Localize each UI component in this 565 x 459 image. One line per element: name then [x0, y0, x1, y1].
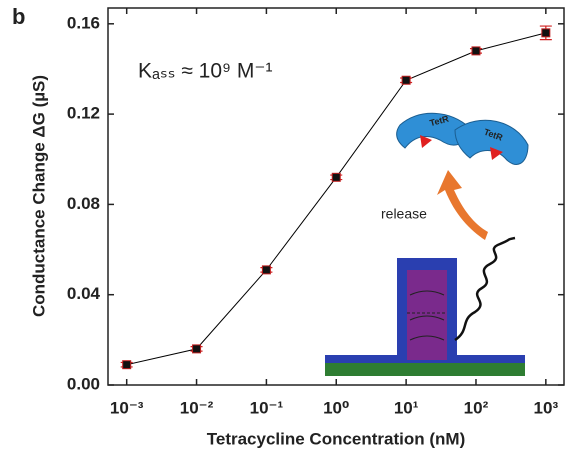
x-axis-label: Tetracycline Concentration (nM) — [207, 429, 466, 448]
y-tick-label: 0.08 — [67, 194, 100, 213]
marker — [331, 172, 341, 182]
release-arrow — [437, 170, 488, 240]
x-tick-label: 10² — [464, 398, 489, 417]
annotation: Kₐₛₛ ≈ 10⁹ M⁻¹ — [138, 60, 272, 83]
y-tick-label: 0.00 — [67, 374, 100, 393]
x-tick-label: 10³ — [534, 398, 559, 417]
x-tick-label: 10⁰ — [323, 398, 349, 417]
marker — [471, 46, 481, 56]
illustration — [325, 112, 529, 376]
inset-label: TetR — [429, 113, 451, 128]
marker — [122, 360, 132, 370]
x-tick-label: 10⁻¹ — [250, 398, 284, 417]
marker — [261, 265, 271, 275]
panel-label: b — [12, 4, 25, 29]
marker — [192, 344, 202, 354]
x-tick-label: 10¹ — [394, 398, 419, 417]
helix — [454, 236, 516, 342]
tetr-protein — [454, 119, 529, 165]
marker — [401, 75, 411, 85]
channel — [407, 270, 447, 360]
y-tick-label: 0.16 — [67, 13, 100, 32]
inset-label: release — [381, 206, 427, 222]
y-tick-label: 0.12 — [67, 104, 100, 123]
x-tick-label: 10⁻³ — [110, 398, 144, 417]
series-line — [126, 32, 546, 366]
y-axis-label: Conductance Change ΔG (µS) — [29, 75, 48, 317]
tetracycline — [420, 135, 503, 160]
marker — [541, 28, 551, 38]
y-tick-label: 0.04 — [67, 284, 101, 303]
tetr-protein — [396, 112, 471, 149]
x-tick-label: 10⁻² — [180, 398, 214, 417]
substrate — [325, 362, 525, 376]
dna-coil — [409, 290, 445, 341]
